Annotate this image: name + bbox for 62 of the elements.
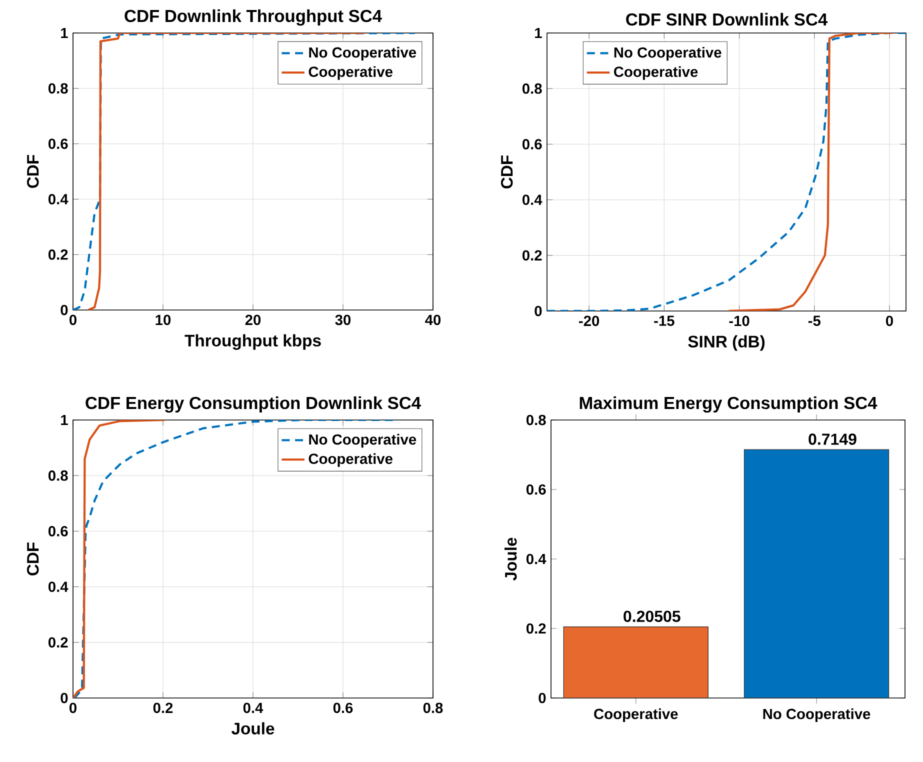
legend-label: Cooperative xyxy=(308,453,392,467)
y-tick-label: 0.4 xyxy=(48,582,68,592)
y-tick-label: 1 xyxy=(61,414,68,426)
x-tick-label: 20 xyxy=(245,314,261,326)
y-tick-label: 1 xyxy=(535,28,542,38)
x-tick-label: 0 xyxy=(886,316,893,326)
y-tick-label: 0 xyxy=(538,692,546,704)
y-tick-label: 0.4 xyxy=(522,194,542,205)
line-series xyxy=(547,32,906,311)
y-axis-title: CDF xyxy=(500,155,513,188)
y-tick-label: 0.4 xyxy=(48,194,68,204)
y-tick-label: 0.6 xyxy=(522,139,542,150)
y-tick-label: 0.8 xyxy=(522,83,542,94)
y-axis-title: Joule xyxy=(504,538,517,581)
x-tick-label: -10 xyxy=(729,316,750,326)
x-tick-label: 0.8 xyxy=(423,702,443,714)
y-tick-label: 1 xyxy=(61,28,68,38)
y-tick-label: 0 xyxy=(60,304,68,316)
x-tick-label: 0.4 xyxy=(243,702,264,714)
y-tick-label: 0.2 xyxy=(522,250,542,261)
x-tick-label: Cooperative xyxy=(594,708,678,722)
y-tick-label: 0 xyxy=(534,306,542,316)
y-axis-title: CDF xyxy=(26,542,39,576)
y-axis-title: CDF xyxy=(26,154,39,188)
y-tick-label: 0.6 xyxy=(526,484,546,495)
data-label: 0.7149 xyxy=(808,434,856,445)
chart-title: CDF Energy Consumption Downlink SC4 xyxy=(86,396,421,413)
x-axis-title: Joule xyxy=(231,722,274,734)
x-tick-label: 0.2 xyxy=(153,702,173,714)
y-tick-label: 0 xyxy=(60,692,68,704)
x-axis-title: SINR (dB) xyxy=(688,335,765,351)
y-tick-label: 0.4 xyxy=(526,554,546,564)
chart-title: CDF Downlink Throughput SC4 xyxy=(124,9,382,26)
y-tick-label: 0.8 xyxy=(526,414,546,426)
legend-label: Cooperative xyxy=(614,66,698,80)
y-tick-label: 0.8 xyxy=(48,470,68,481)
x-tick-label: No Cooperative xyxy=(763,708,870,722)
line-series xyxy=(728,32,894,311)
legend-label: Cooperative xyxy=(308,66,392,80)
y-tick-label: 0.6 xyxy=(48,526,68,536)
x-tick-label: 0.6 xyxy=(333,702,353,714)
x-tick-label: 0 xyxy=(70,702,76,714)
x-tick-label: 30 xyxy=(335,314,351,326)
chart-title: CDF SINR Downlink SC4 xyxy=(626,12,828,26)
line-series xyxy=(73,420,166,698)
chart-title: Maximum Energy Consumption SC4 xyxy=(580,396,878,413)
y-tick-label: 0.2 xyxy=(526,623,546,634)
legend-label: No Cooperative xyxy=(309,46,416,61)
x-tick-label: -5 xyxy=(808,316,820,326)
y-tick-label: 0.2 xyxy=(48,249,68,260)
legend-label: No Cooperative xyxy=(309,434,416,448)
y-tick-label: 0.6 xyxy=(48,138,68,149)
x-tick-label: 40 xyxy=(425,314,441,326)
data-label: 0.20505 xyxy=(624,610,680,622)
x-tick-label: -15 xyxy=(654,316,674,326)
x-axis-title: Throughput kbps xyxy=(184,334,321,350)
x-tick-label: -20 xyxy=(579,316,600,326)
y-tick-label: 0.8 xyxy=(48,83,68,94)
x-tick-label: 0 xyxy=(70,314,76,326)
legend-label: No Cooperative xyxy=(614,46,722,61)
y-tick-label: 0.2 xyxy=(48,637,68,648)
x-tick-label: 10 xyxy=(156,314,171,326)
